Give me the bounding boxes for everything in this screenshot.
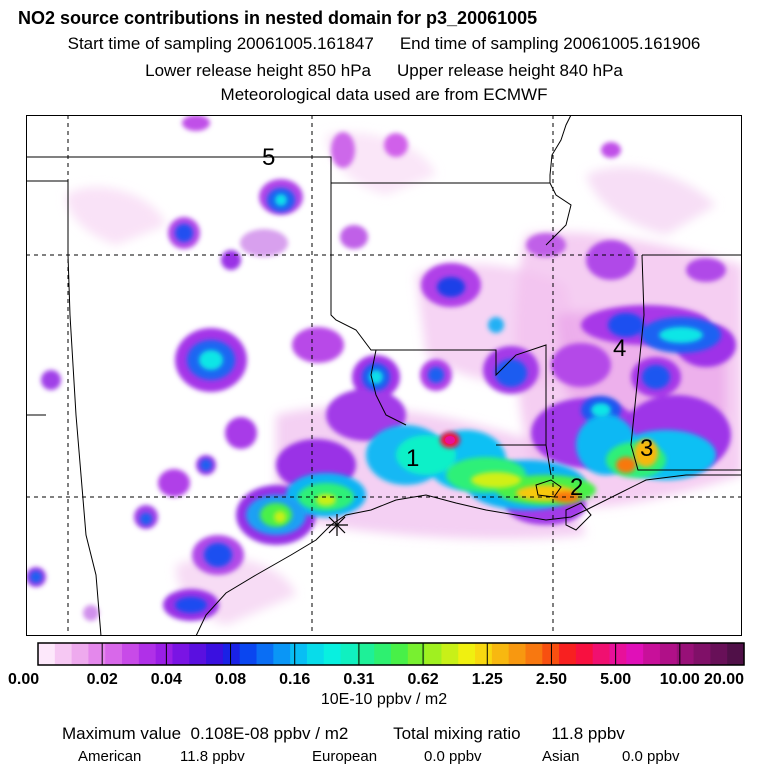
origin-asian-label: Asian: [542, 748, 580, 765]
state-border-central: [330, 183, 547, 445]
summary-line: Maximum value 0.108E-08 ppbv / m2 Total …: [62, 724, 625, 744]
end-time-label: End time of sampling 20061005.161906: [399, 34, 701, 53]
region-label-4: 4: [613, 335, 626, 362]
colorbar-swatch: [222, 643, 241, 665]
upper-release-label: Upper release height 840 hPa: [397, 61, 623, 80]
colorbar-swatch: [273, 643, 291, 665]
state-border-lower: [496, 444, 552, 476]
origin-american-value: 11.8 ppbv: [180, 748, 245, 765]
colorbar-swatch: [239, 643, 258, 665]
region-labels: 5 1 2 3 4: [262, 144, 653, 501]
colorbar-swatch: [290, 643, 308, 665]
colorbar-swatch: [391, 643, 409, 665]
origin-asian-value: 0.0 ppbv: [622, 748, 680, 765]
colorbar-tick-label: 0.16: [279, 671, 310, 688]
colorbar-swatch: [407, 643, 426, 665]
lower-release-label: Lower release height 850 hPa: [145, 61, 371, 80]
total-label: Total mixing ratio: [393, 724, 521, 743]
region-label-3: 3: [640, 435, 653, 462]
concentration-field: [26, 115, 742, 625]
colorbar-swatch: [525, 643, 543, 665]
colorbar-swatch: [609, 643, 627, 665]
colorbar-swatch: [54, 643, 73, 665]
map-frame: [26, 115, 742, 636]
colorbar-swatch: [138, 643, 157, 665]
gulf-coastline: [195, 474, 742, 636]
colorbar-tick-label: 0.62: [408, 671, 439, 688]
colorbar-swatch: [424, 643, 443, 665]
colorbar-ticks: 0.00 0.02 0.04 0.08 0.16 0.31 0.62 1.25 2.50 5.00…: [8, 643, 745, 688]
colorbar-swatch: [340, 643, 358, 665]
colorbar-swatch: [626, 643, 644, 665]
colorbar-swatch: [172, 643, 190, 665]
colorbar-swatch: [306, 643, 325, 665]
colorbar-swatch: [105, 643, 123, 665]
colorbar-tick-label: 0.08: [215, 671, 246, 688]
colorbar-swatch: [71, 643, 90, 665]
plot-title: NO2 source contributions in nested domai…: [18, 8, 538, 28]
colorbar-swatch: [357, 643, 375, 665]
colorbar-swatch: [122, 643, 140, 665]
state-border-west: [26, 180, 102, 636]
colorbar-swatch: [508, 643, 527, 665]
star-icon: [326, 514, 348, 536]
colorbar-swatch: [710, 643, 728, 665]
colorbar-swatch: [323, 643, 342, 665]
colorbar-tick-label: 5.00: [600, 671, 631, 688]
total-value: 11.8 ppbv: [551, 724, 625, 743]
colorbar-swatch: [38, 643, 56, 665]
colorbar-swatch: [475, 643, 493, 665]
colorbar-swatch: [643, 643, 661, 665]
colorbar-units: 10E-10 ppbv / m2: [320, 691, 448, 708]
colorbar-swatch: [88, 643, 106, 665]
origin-european-value: 0.0 ppbv: [424, 748, 482, 765]
lake-outline: [535, 479, 562, 498]
colorbar-swatch: [256, 643, 274, 665]
colorbar-tick-label: 0.00: [8, 671, 39, 688]
red-river-border: [370, 349, 407, 426]
colorbar-swatch: [206, 643, 224, 665]
river-border: [545, 182, 572, 246]
origin-american-label: American: [78, 748, 142, 765]
nested-domain-map: 5 1 2 3 4: [26, 115, 742, 636]
colorbar-tick-label: 0.02: [87, 671, 118, 688]
colorbar-swatch: [727, 643, 745, 665]
colorbar-swatch: [559, 643, 577, 665]
start-time-label: Start time of sampling 20061005.161847: [67, 34, 374, 53]
sampling-time-line: Start time of sampling 20061005.161847 En…: [0, 34, 768, 54]
colorbar-tick-label: 20.00: [704, 671, 744, 688]
peak-hotspot: [445, 436, 455, 444]
map-boundaries: [26, 115, 742, 636]
max-value: 0.108E-08 ppbv / m2: [190, 724, 349, 743]
colorbar-swatch: [189, 643, 207, 665]
region-label-2: 2: [570, 474, 583, 501]
colorbar-swatch: [693, 643, 711, 665]
region-label-5: 5: [262, 144, 275, 171]
colorbar-swatch: [575, 643, 594, 665]
colorbar-tick-label: 2.50: [536, 671, 567, 688]
colorbar-tick-label: 10.00: [660, 671, 700, 688]
colorbar-swatches: [38, 643, 745, 665]
colorbar-swatch: [659, 643, 678, 665]
region-label-1: 1: [406, 445, 419, 472]
colorbar-swatch: [592, 643, 611, 665]
state-border-north: [26, 115, 572, 184]
lat-lon-grid: [26, 115, 742, 636]
colorbar-swatch: [491, 643, 510, 665]
colorbar-tick-label: 0.04: [151, 671, 182, 688]
release-height-line: Lower release height 850 hPa Upper releas…: [0, 61, 768, 81]
colorbar-swatch: [676, 643, 695, 665]
colorbar-swatch: [441, 643, 459, 665]
state-border-southeast: [630, 254, 742, 471]
met-data-label: Meteorological data used are from ECMWF: [220, 85, 548, 104]
colorbar-tick-label: 0.31: [343, 671, 374, 688]
colorbar-tick-label: 1.25: [472, 671, 503, 688]
origin-european-label: European: [312, 748, 378, 765]
colorbar-swatch: [155, 643, 174, 665]
max-label: Maximum value: [62, 724, 182, 743]
colorbar-swatch: [458, 643, 476, 665]
colorbar: 0.00 0.02 0.04 0.08 0.16 0.31 0.62 1.25 2.50 5.00…: [8, 642, 745, 688]
colorbar-swatch: [374, 643, 392, 665]
delta-outline: [565, 502, 592, 531]
